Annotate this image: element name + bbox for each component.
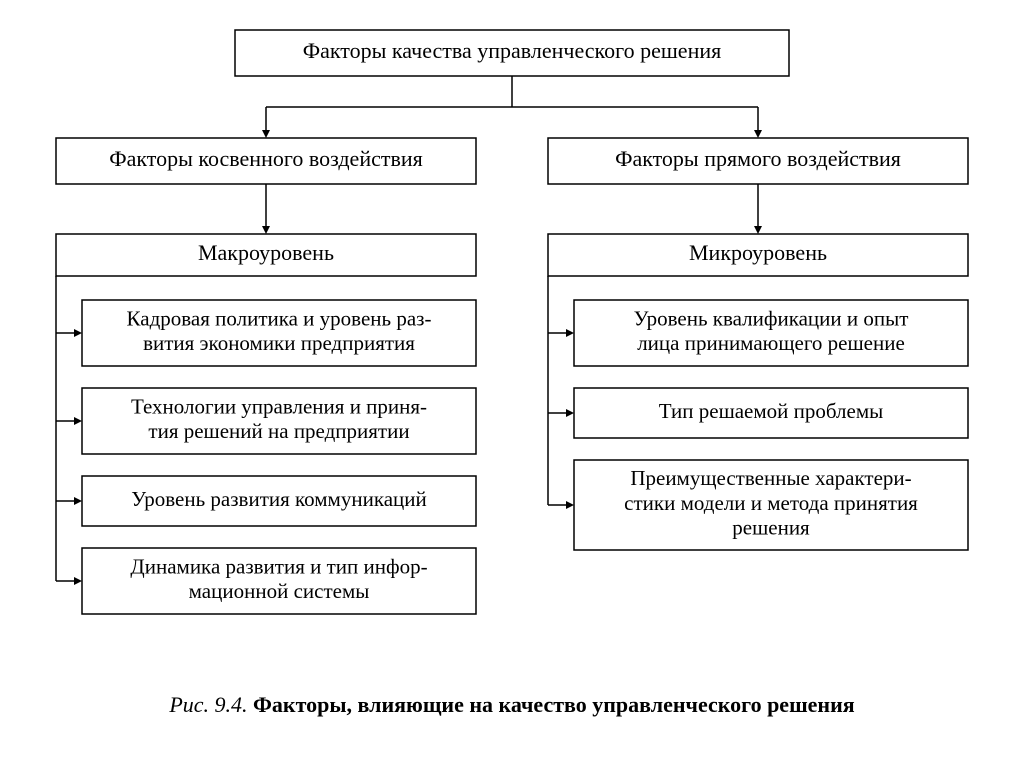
left-item-4-label: мационной системы [189,579,370,603]
right-item-3: Преимущественные характери-стики модели … [574,460,968,550]
left-sub-box: Макроуровень [56,234,476,276]
left-item-1-label: вития экономики предприятия [143,331,415,355]
right-item-2: Тип решаемой проблемы [574,388,968,438]
right-header-box: Факторы прямого воздействия [548,138,968,184]
left-item-1: Кадровая политика и уровень раз-вития эк… [82,300,476,366]
figure-caption: Рис. 9.4. Факторы, влияющие на качество … [168,692,854,717]
right-item-1-label: Уровень квалификации и опыт [634,306,909,330]
left-item-4-label: Динамика развития и тип инфор- [130,554,427,578]
right-item-3-label: Преимущественные характери- [630,466,911,490]
left-item-2-label: тия решений на предприятии [148,419,409,443]
right-header-box-label: Факторы прямого воздействия [615,146,901,171]
right-item-2-label: Тип решаемой проблемы [659,399,884,423]
left-item-2-label: Технологии управления и приня- [131,394,427,418]
right-item-1-label: лица принимающего решение [637,331,905,355]
root-box-label: Факторы качества управленческого решения [303,38,721,63]
left-item-3: Уровень развития коммуникаций [82,476,476,526]
left-item-4: Динамика развития и тип инфор-мационной … [82,548,476,614]
right-item-3-label: стики модели и метода принятия [624,491,918,515]
left-item-1-label: Кадровая политика и уровень раз- [127,306,432,330]
left-item-3-label: Уровень развития коммуникаций [131,487,427,511]
right-sub-box: Микроуровень [548,234,968,276]
right-sub-box-label: Микроуровень [689,240,827,265]
left-header-box-label: Факторы косвенного воздействия [109,146,423,171]
right-item-3-label: решения [732,516,810,540]
diagram-canvas: Факторы качества управленческого решения… [0,0,1024,767]
right-item-1: Уровень квалификации и опытлица принимаю… [574,300,968,366]
root-box: Факторы качества управленческого решения [235,30,789,76]
left-item-2: Технологии управления и приня-тия решени… [82,388,476,454]
left-header-box: Факторы косвенного воздействия [56,138,476,184]
left-sub-box-label: Макроуровень [198,240,334,265]
boxes: Факторы качества управленческого решения… [56,30,968,614]
caption-text: Рис. 9.4. Факторы, влияющие на качество … [168,692,854,717]
